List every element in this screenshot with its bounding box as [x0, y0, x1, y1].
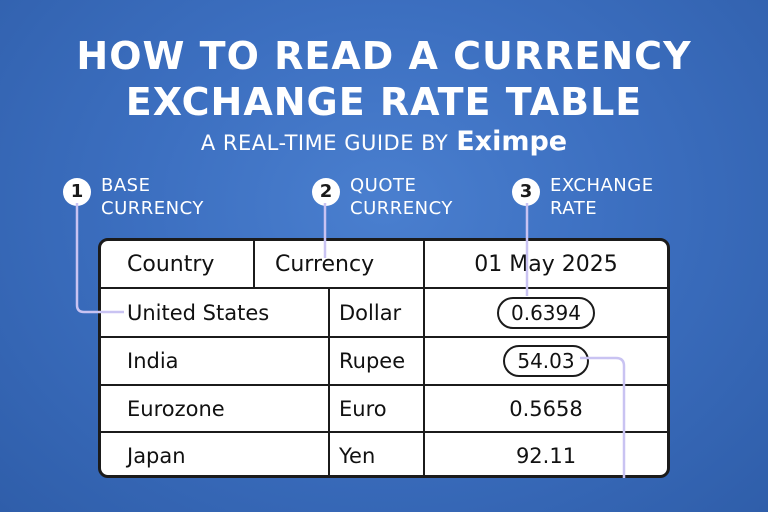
title-line-1: HOW TO READ A CURRENCY	[76, 34, 692, 78]
rate-highlight: 54.03	[503, 345, 589, 377]
cell-rate: 0.6394	[425, 289, 667, 336]
cell-currency: Dollar	[339, 300, 402, 325]
cell-currency: Euro	[339, 396, 387, 421]
header-country: Country	[127, 251, 215, 277]
col-divider	[328, 287, 330, 475]
cell-country: India	[127, 349, 179, 373]
cell-rate: 54.03	[425, 338, 667, 384]
callout-label-1: BASE CURRENCY	[101, 175, 204, 219]
header-currency: Currency	[275, 251, 375, 277]
cell-rate: 0.5658	[509, 396, 583, 421]
title-line-2: EXCHANGE RATE TABLE	[125, 80, 643, 124]
callout-quote-currency: 2 QUOTE CURRENCY	[312, 174, 453, 220]
callout-base-currency: 1 BASE CURRENCY	[63, 174, 204, 220]
col-divider	[423, 241, 425, 475]
callout-number-2: 2	[312, 178, 340, 206]
callout-exchange-rate: 3 EXCHANGE RATE	[512, 174, 654, 220]
cell-currency: Yen	[339, 443, 376, 468]
callout-number-1: 1	[63, 178, 91, 206]
exchange-rate-table: Country Currency 01 May 2025 United Stat…	[98, 238, 670, 478]
row-divider	[101, 287, 667, 289]
cell-currency: Rupee	[339, 349, 406, 373]
subtitle-text: A REAL-TIME GUIDE BY	[200, 131, 449, 155]
cell-country: United States	[127, 300, 270, 325]
cell-country: Japan	[127, 443, 186, 468]
callout-number-3: 3	[512, 178, 540, 206]
cell-country: Eurozone	[127, 396, 225, 421]
col-divider	[253, 241, 255, 287]
header-date: 01 May 2025	[474, 251, 618, 277]
rate-highlight: 0.6394	[497, 296, 595, 329]
cell-rate: 92.11	[515, 443, 577, 468]
callout-label-3: EXCHANGE RATE	[550, 175, 654, 219]
subtitle: A REAL-TIME GUIDE BY Eximpe	[0, 126, 768, 157]
row-divider	[101, 431, 667, 433]
row-divider	[101, 336, 667, 338]
row-divider	[101, 384, 667, 386]
callout-label-2: QUOTE CURRENCY	[350, 175, 453, 219]
brand-name: Eximpe	[456, 126, 568, 157]
